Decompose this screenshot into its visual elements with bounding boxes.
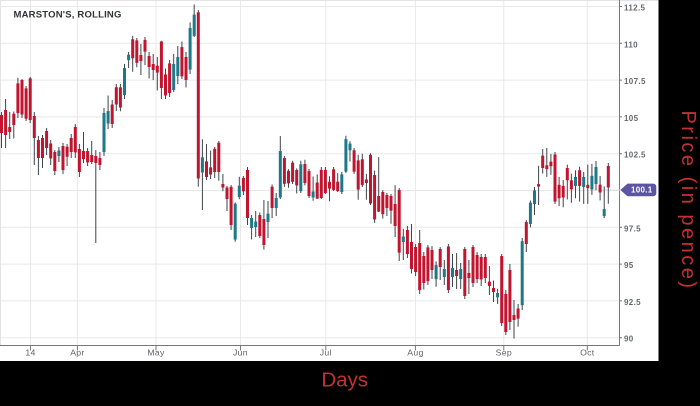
svg-text:May: May bbox=[147, 348, 165, 358]
svg-text:Jun: Jun bbox=[233, 348, 248, 358]
svg-text:102.5: 102.5 bbox=[624, 151, 646, 160]
svg-text:95: 95 bbox=[624, 261, 634, 270]
svg-text:90: 90 bbox=[624, 335, 634, 344]
svg-text:105: 105 bbox=[624, 114, 639, 123]
svg-text:Days: Days bbox=[321, 369, 368, 392]
svg-text:97.5: 97.5 bbox=[624, 224, 641, 233]
svg-text:Price (in pence): Price (in pence) bbox=[677, 110, 699, 290]
svg-text:Sep: Sep bbox=[496, 348, 512, 358]
svg-text:Aug: Aug bbox=[407, 348, 423, 358]
svg-text:Apr: Apr bbox=[70, 348, 84, 358]
svg-text:92.5: 92.5 bbox=[624, 298, 641, 307]
svg-text:MARSTON'S, ROLLING: MARSTON'S, ROLLING bbox=[14, 10, 122, 21]
svg-text:110: 110 bbox=[624, 40, 638, 49]
svg-text:14: 14 bbox=[25, 348, 35, 358]
svg-text:107.5: 107.5 bbox=[624, 77, 646, 86]
svg-text:Oct: Oct bbox=[580, 348, 595, 358]
svg-text:100.1: 100.1 bbox=[631, 186, 653, 195]
svg-text:Jul: Jul bbox=[320, 348, 332, 358]
svg-text:112.5: 112.5 bbox=[624, 4, 646, 13]
